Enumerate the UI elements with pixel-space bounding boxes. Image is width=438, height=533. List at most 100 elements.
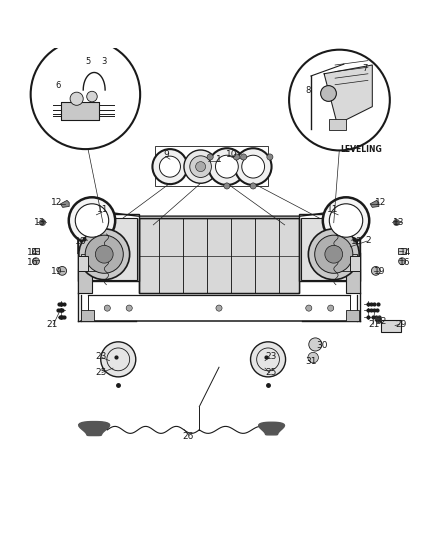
Circle shape (314, 235, 353, 273)
Circle shape (308, 229, 359, 280)
Text: 9: 9 (163, 150, 170, 159)
Bar (78, 255, 88, 271)
Circle shape (31, 39, 140, 149)
Circle shape (58, 266, 67, 275)
Bar (299, 214, 360, 280)
Text: 26: 26 (183, 432, 194, 441)
Text: 31: 31 (305, 357, 317, 366)
Circle shape (79, 229, 130, 280)
Circle shape (308, 352, 318, 363)
Polygon shape (259, 422, 285, 435)
Text: 6: 6 (56, 81, 61, 90)
Bar (346, 310, 359, 321)
Circle shape (321, 86, 336, 101)
Text: 11: 11 (327, 205, 339, 214)
Text: 11: 11 (97, 205, 109, 214)
Circle shape (325, 245, 343, 263)
Circle shape (242, 155, 265, 178)
Circle shape (235, 148, 272, 185)
Circle shape (323, 197, 369, 244)
Circle shape (328, 305, 334, 311)
Text: 14: 14 (399, 247, 411, 256)
Circle shape (267, 154, 273, 160)
Circle shape (289, 50, 390, 150)
Bar (139, 219, 299, 293)
Circle shape (371, 266, 380, 275)
Text: 13: 13 (34, 218, 45, 227)
Text: 23: 23 (265, 352, 276, 361)
Circle shape (69, 197, 115, 244)
Circle shape (152, 149, 187, 184)
Circle shape (95, 245, 113, 263)
Text: 12: 12 (375, 198, 387, 207)
Text: 8: 8 (305, 86, 311, 95)
Circle shape (306, 305, 312, 311)
Bar (342, 254, 357, 271)
Circle shape (126, 305, 132, 311)
Circle shape (159, 156, 180, 177)
Circle shape (207, 154, 213, 160)
Circle shape (251, 342, 286, 377)
Circle shape (101, 342, 136, 377)
Text: 23: 23 (95, 352, 106, 361)
Bar (140, 219, 298, 292)
Bar (81, 254, 96, 271)
Bar (61, 102, 99, 120)
Text: 3: 3 (101, 57, 106, 66)
Text: 21: 21 (46, 320, 57, 329)
Text: 12: 12 (51, 198, 63, 207)
Text: 25: 25 (95, 368, 106, 377)
Text: 25: 25 (265, 368, 276, 377)
Text: 7: 7 (362, 64, 367, 73)
Bar (81, 219, 137, 280)
Circle shape (208, 148, 245, 185)
Circle shape (87, 91, 97, 102)
Bar (32, 248, 39, 254)
Circle shape (309, 338, 322, 351)
Circle shape (233, 154, 240, 160)
Text: 16: 16 (27, 257, 39, 266)
Circle shape (215, 155, 238, 178)
Polygon shape (60, 200, 69, 207)
Text: 19: 19 (51, 267, 63, 276)
Bar (381, 320, 401, 332)
Polygon shape (324, 65, 372, 124)
Bar (398, 248, 406, 254)
Circle shape (224, 183, 230, 189)
Bar (328, 119, 346, 130)
Polygon shape (79, 422, 110, 435)
Circle shape (85, 235, 124, 273)
Circle shape (240, 154, 247, 160)
Bar (139, 219, 299, 293)
Bar (155, 146, 268, 187)
Text: 21: 21 (369, 320, 380, 329)
Bar (346, 269, 360, 293)
Circle shape (190, 156, 212, 177)
Text: 13: 13 (393, 218, 404, 227)
Circle shape (184, 150, 217, 183)
Circle shape (216, 305, 222, 311)
Text: 30: 30 (316, 341, 328, 350)
Text: 10: 10 (226, 150, 238, 159)
Circle shape (196, 161, 205, 172)
Text: 18: 18 (75, 237, 87, 246)
Circle shape (75, 204, 109, 237)
Circle shape (32, 258, 39, 265)
Bar (301, 219, 357, 280)
Circle shape (70, 92, 83, 106)
Bar (78, 269, 92, 293)
Circle shape (329, 204, 363, 237)
Text: LEVELING: LEVELING (340, 144, 382, 154)
Text: 18: 18 (351, 237, 363, 246)
Text: 29: 29 (395, 320, 406, 329)
Text: 32: 32 (375, 317, 387, 326)
Bar (81, 310, 94, 321)
Polygon shape (370, 200, 379, 207)
Circle shape (399, 258, 406, 265)
Text: 5: 5 (85, 57, 90, 66)
Text: 19: 19 (374, 267, 386, 276)
Text: 2: 2 (365, 236, 371, 245)
Bar (78, 214, 139, 280)
Bar (61, 102, 99, 120)
Bar (350, 255, 360, 271)
